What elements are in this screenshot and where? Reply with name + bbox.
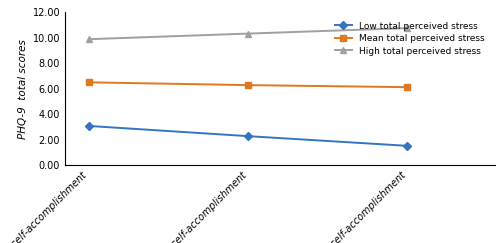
Line: Low total perceived stress: Low total perceived stress [86, 123, 410, 149]
Mean total perceived stress [86, 81, 92, 84]
Mean total perceived stress [404, 86, 410, 89]
Low total perceived stress [86, 124, 92, 127]
Legend: Low total perceived stress, Mean total perceived stress, High total perceived st: Low total perceived stress, Mean total p… [334, 20, 486, 58]
High total perceived stress [245, 32, 251, 35]
High total perceived stress [404, 27, 410, 30]
Line: Mean total perceived stress: Mean total perceived stress [86, 79, 411, 91]
Low total perceived stress [404, 144, 410, 147]
High total perceived stress [86, 38, 92, 41]
Mean total perceived stress [245, 84, 251, 87]
Line: High total perceived stress: High total perceived stress [86, 25, 411, 43]
Low total perceived stress [245, 135, 251, 138]
Y-axis label: PHQ-9  total scores: PHQ-9 total scores [18, 39, 28, 139]
